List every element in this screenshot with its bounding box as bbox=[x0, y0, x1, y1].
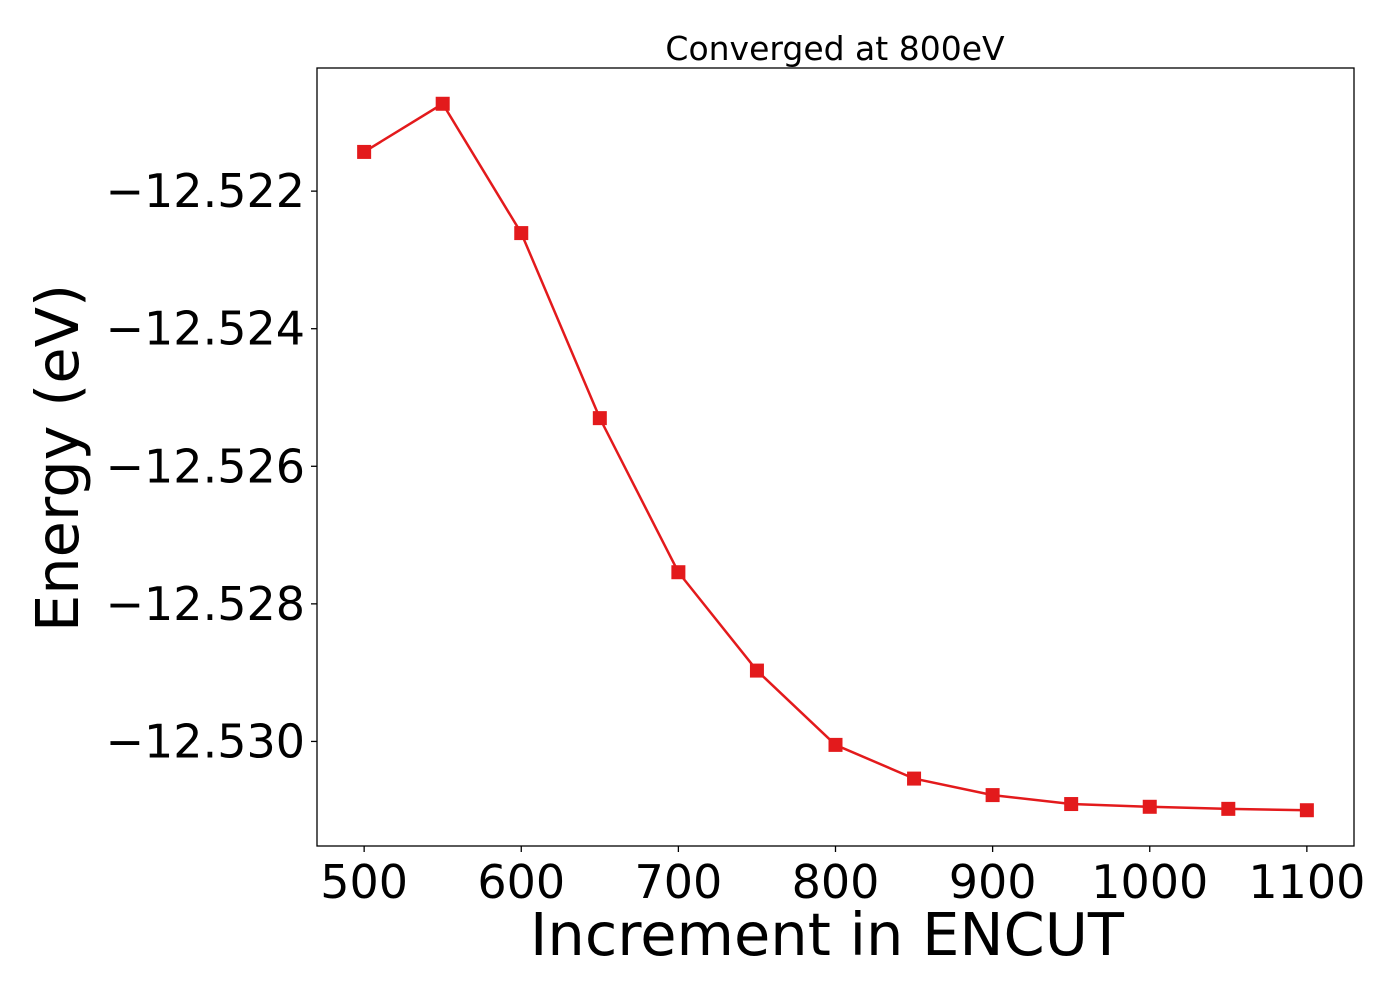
axis-ticks: 500 600 700 800 900 1000 1100 −12.522 −12.524 −12… bbox=[106, 164, 1366, 909]
chart-title: Converged at 800eV bbox=[665, 29, 1005, 68]
y-tick-label: −12.526 bbox=[106, 439, 306, 493]
data-point-marker bbox=[1064, 797, 1079, 812]
data-point-marker bbox=[828, 737, 843, 752]
data-point-marker bbox=[357, 144, 372, 159]
y-tick-label: −12.524 bbox=[106, 302, 306, 356]
data-point-marker bbox=[1142, 799, 1157, 814]
data-point-marker bbox=[671, 565, 686, 580]
data-point-marker bbox=[985, 788, 1000, 803]
x-axis-label: Increment in ENCUT bbox=[530, 900, 1125, 969]
series-layer bbox=[357, 96, 1314, 818]
data-point-marker bbox=[514, 226, 529, 241]
x-tick-label: 600 bbox=[477, 855, 565, 909]
x-tick-label: 500 bbox=[320, 855, 408, 909]
series-line bbox=[363, 102, 1307, 812]
x-tick-label: 700 bbox=[634, 855, 722, 909]
data-point-marker bbox=[592, 411, 607, 426]
y-tick-label: −12.528 bbox=[106, 577, 306, 631]
plot-frame bbox=[316, 67, 1355, 847]
data-point-marker bbox=[1299, 803, 1314, 818]
data-point-marker bbox=[749, 663, 764, 678]
data-point-marker bbox=[435, 96, 450, 111]
y-tick-label: −12.522 bbox=[106, 164, 306, 218]
x-tick-label: 1100 bbox=[1248, 855, 1365, 909]
x-tick-label: 1000 bbox=[1091, 855, 1208, 909]
data-point-marker bbox=[907, 771, 922, 786]
x-tick-label: 800 bbox=[792, 855, 880, 909]
y-axis-label: Energy (eV) bbox=[23, 284, 92, 632]
x-tick-label: 900 bbox=[949, 855, 1037, 909]
y-tick-label: −12.530 bbox=[106, 714, 306, 768]
data-point-marker bbox=[1221, 801, 1236, 816]
